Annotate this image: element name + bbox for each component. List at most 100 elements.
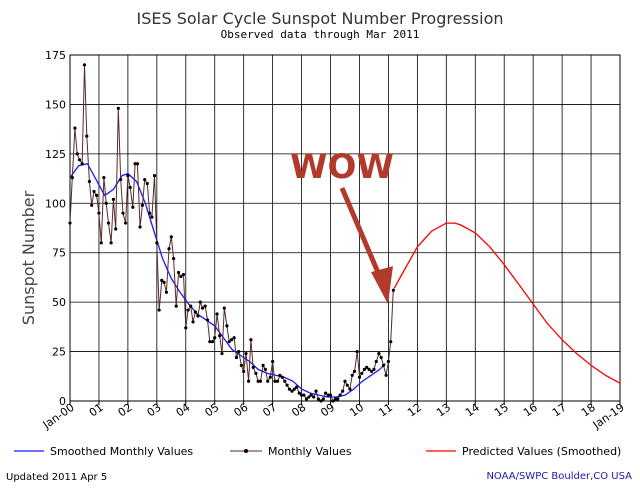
monthly-value-point (200, 306, 205, 310)
monthly-value-point (362, 367, 366, 371)
monthly-value-point (261, 363, 265, 368)
wow-arrow-shaft (339, 187, 386, 286)
y-tick-label: 100 (45, 197, 66, 210)
x-tick-label: 04 (174, 401, 193, 420)
monthly-value-point (104, 201, 108, 205)
monthly-value-point (119, 177, 123, 182)
legend-predicted-label: Predicted Values (Smoothed) (462, 445, 621, 458)
monthly-value-point (343, 379, 347, 383)
monthly-value-point (287, 387, 292, 391)
x-tick-label: 15 (492, 401, 511, 420)
monthly-value-point (148, 211, 152, 215)
monthly-value-point (352, 369, 357, 373)
x-tick-label: 10 (347, 401, 366, 420)
monthly-value-point (133, 162, 137, 166)
monthly-value-point (370, 369, 374, 373)
monthly-value-point (258, 379, 263, 383)
x-tick-label: Jan-19 (590, 401, 627, 432)
monthly-value-point (181, 272, 186, 277)
monthly-value-point (381, 363, 386, 368)
monthly-value-point (99, 241, 103, 245)
monthly-value-point (268, 375, 272, 379)
monthly-value-point (391, 288, 395, 292)
x-tick-label: 13 (434, 401, 453, 420)
monthly-value-point (85, 134, 89, 138)
monthly-value-point (285, 383, 289, 387)
monthly-value-point (266, 379, 270, 383)
monthly-value-point (128, 185, 132, 190)
monthly-value-point (232, 336, 236, 340)
monthly-value-point (350, 373, 354, 377)
monthly-value-point (75, 152, 79, 156)
monthly-value-point (215, 312, 219, 316)
legend-monthly-marker (244, 449, 248, 453)
monthly-value-point (237, 349, 241, 354)
monthly-value-point (316, 397, 320, 401)
x-tick-label: 14 (463, 401, 482, 420)
monthly-value-point (271, 359, 275, 364)
monthly-value-point (97, 211, 101, 215)
y-tick-label: 75 (52, 247, 66, 260)
monthly-value-point (273, 379, 277, 383)
monthly-value-point (179, 274, 183, 279)
monthly-value-point (225, 324, 229, 328)
monthly-value-point (152, 174, 157, 178)
monthly-value-point (278, 373, 282, 377)
monthly-value-point (249, 338, 253, 342)
monthly-values-line (69, 64, 394, 402)
monthly-value-point (304, 397, 309, 401)
monthly-value-point (319, 399, 323, 403)
monthly-value-point (299, 393, 304, 397)
monthly-value-point (314, 389, 318, 393)
chart-subtitle: Observed data through Mar 2011 (221, 28, 420, 41)
monthly-value-point (73, 126, 77, 130)
wow-arrow-head (370, 266, 393, 305)
monthly-value-point (193, 310, 197, 314)
monthly-value-point (77, 158, 82, 162)
monthly-value-point (135, 162, 140, 166)
monthly-value-point (312, 395, 316, 399)
y-tick-label: 150 (45, 98, 66, 111)
y-tick-label: 0 (59, 395, 66, 408)
updated-note: Updated 2011 Apr 5 (6, 472, 108, 483)
monthly-value-point (247, 379, 251, 383)
monthly-value-point (205, 318, 210, 322)
smoothed-monthly-values-line (69, 162, 386, 398)
monthly-value-point (138, 225, 142, 229)
monthly-value-point (348, 387, 352, 391)
monthly-value-point (116, 106, 120, 110)
monthly-value-point (114, 227, 118, 231)
monthly-value-point (242, 369, 246, 373)
monthly-value-point (386, 359, 391, 364)
monthly-value-point (234, 355, 239, 360)
monthly-value-point (321, 397, 325, 401)
x-tick-label: 08 (289, 401, 308, 420)
predicted-values-smoothed-line (393, 222, 621, 384)
monthly-value-point (143, 177, 147, 182)
monthly-value-point (283, 379, 287, 383)
monthly-value-point (239, 363, 243, 368)
x-tick-label: 17 (550, 401, 569, 420)
monthly-value-point (213, 336, 217, 340)
monthly-value-point (210, 340, 215, 344)
y-axis-label: Sunspot Number (19, 190, 38, 325)
monthly-value-point (324, 391, 328, 395)
monthly-value-point (189, 304, 193, 308)
series-group (68, 63, 621, 403)
monthly-value-point (184, 326, 188, 330)
legend-smoothed-label: Smoothed Monthly Values (50, 445, 193, 458)
x-tick-label: 07 (260, 401, 279, 420)
monthly-value-point (331, 399, 335, 403)
monthly-value-point (164, 290, 168, 294)
monthly-value-point (80, 162, 84, 166)
wow-annotation-text: WOW (290, 147, 394, 187)
monthly-value-point (198, 300, 202, 304)
monthly-value-point (95, 193, 99, 197)
monthly-value-point (357, 375, 362, 379)
x-tick-label: 01 (87, 401, 106, 420)
grid (69, 54, 621, 402)
monthly-value-point (123, 221, 128, 225)
legend: Smoothed Monthly Values Monthly Values Pre… (14, 445, 621, 458)
monthly-value-point (256, 379, 260, 383)
monthly-value-point (244, 351, 248, 356)
